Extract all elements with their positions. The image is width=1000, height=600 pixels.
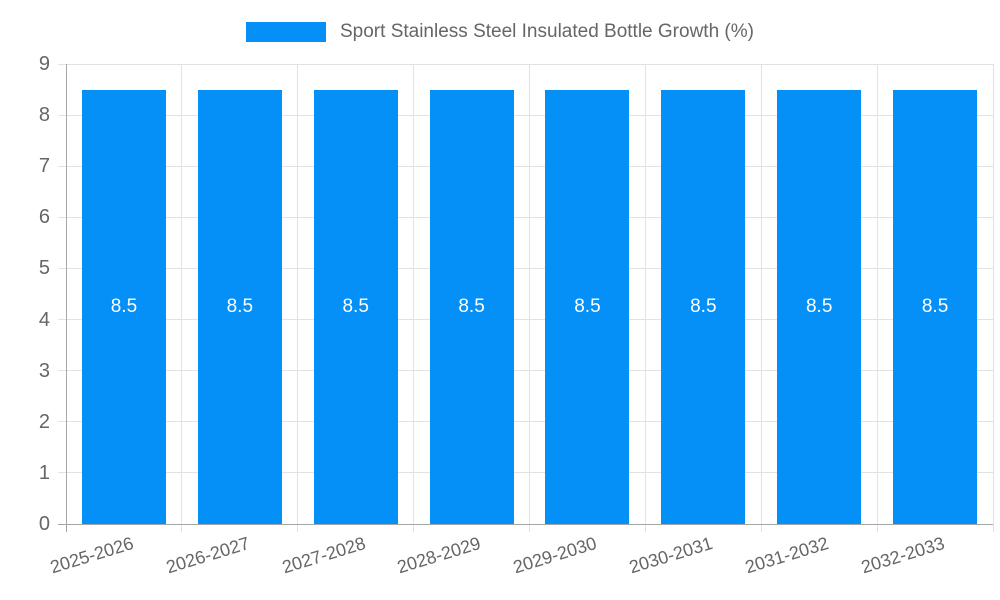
gridline-vertical <box>992 64 994 524</box>
y-tick-label: 3 <box>38 359 50 382</box>
gridline-vertical <box>297 64 299 524</box>
y-tick-label: 0 <box>38 513 50 535</box>
legend-swatch <box>246 22 326 42</box>
y-tick-label: 2 <box>38 410 50 433</box>
bar-value-label: 8.5 <box>805 295 833 317</box>
gridline-vertical <box>876 64 878 524</box>
y-axis-tick <box>58 267 66 269</box>
bar[interactable] <box>197 89 282 524</box>
x-axis-tick <box>529 524 530 532</box>
bar[interactable] <box>313 89 398 524</box>
y-axis-tick <box>58 216 66 218</box>
y-tick-label: 6 <box>38 206 50 229</box>
legend-label: Sport Stainless Steel Insulated Bottle G… <box>340 21 754 42</box>
x-tick-label: 2030-2031 <box>626 533 716 578</box>
bar-value-label: 8.5 <box>458 295 485 317</box>
bar-value-label: 8.5 <box>574 295 601 317</box>
y-axis-tick <box>58 319 66 321</box>
gridline-vertical <box>413 64 415 524</box>
x-tick-label: 2026-2027 <box>163 533 252 578</box>
gridline-vertical <box>529 64 530 524</box>
bar[interactable] <box>545 89 630 524</box>
x-axis-tick <box>181 524 183 532</box>
y-tick-label: 1 <box>38 461 50 484</box>
y-axis-tick <box>58 114 66 116</box>
x-axis-tick <box>760 524 762 532</box>
gridline-vertical <box>181 64 183 524</box>
y-axis-line <box>66 64 67 532</box>
x-tick-label: 2032-2033 <box>858 533 947 578</box>
y-axis-tick <box>58 472 66 474</box>
bar[interactable] <box>429 89 514 524</box>
y-tick-label: 7 <box>38 155 50 178</box>
bar-value-label: 8.5 <box>921 295 949 317</box>
plot-area: 8.5 8.5 8.5 8.5 8.5 8.5 8.5 8.5 <box>66 63 994 524</box>
x-axis-tick <box>876 524 878 532</box>
bar-value-label: 8.5 <box>342 295 369 317</box>
x-axis-tick <box>297 524 299 532</box>
bar[interactable] <box>661 89 746 524</box>
y-tick-label: 5 <box>38 257 50 280</box>
bar[interactable] <box>893 89 978 524</box>
bar[interactable] <box>81 89 166 524</box>
y-tick-label: 4 <box>38 308 50 331</box>
x-axis-tick <box>992 524 994 532</box>
y-tick-label: 8 <box>38 104 50 127</box>
x-tick-label: 2029-2030 <box>511 533 600 578</box>
y-axis-tick <box>58 63 66 65</box>
x-axis-tick <box>644 524 646 532</box>
y-axis-tick <box>58 165 66 167</box>
x-tick-label: 2028-2029 <box>395 533 484 578</box>
chart-legend[interactable]: Sport Stainless Steel Insulated Bottle G… <box>0 20 1000 44</box>
x-tick-label: 2031-2032 <box>742 533 832 578</box>
x-tick-label: 2027-2028 <box>279 533 368 578</box>
y-axis-tick <box>58 421 66 423</box>
x-axis-line <box>58 524 993 525</box>
bar-value-label: 8.5 <box>110 295 138 317</box>
x-axis-tick <box>413 524 415 532</box>
y-tick-label: 9 <box>38 53 50 75</box>
y-axis-tick <box>58 370 66 372</box>
bar-value-label: 8.5 <box>226 295 254 317</box>
bar[interactable] <box>777 89 862 524</box>
gridline-vertical <box>760 64 762 524</box>
gridline-vertical <box>644 64 646 524</box>
bar-value-label: 8.5 <box>690 295 717 317</box>
x-tick-label: 2025-2026 <box>47 533 136 578</box>
